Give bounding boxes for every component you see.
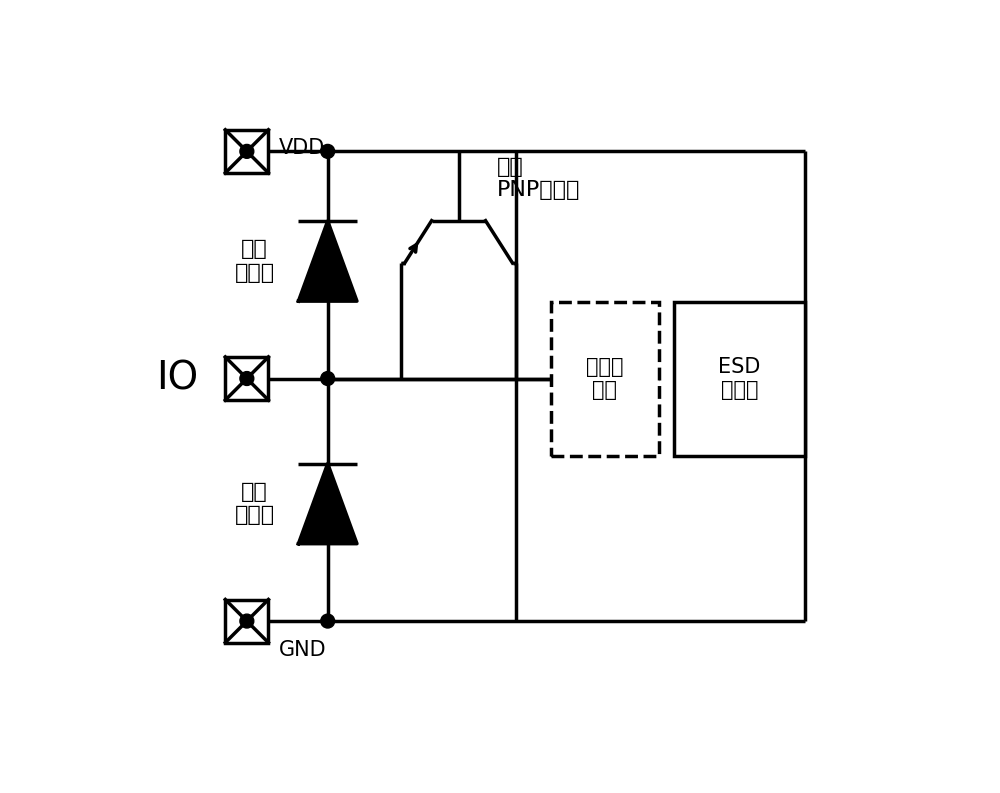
Bar (674, 301, 805, 455)
Polygon shape (298, 464, 357, 544)
Text: IO: IO (156, 359, 199, 397)
Circle shape (321, 144, 335, 159)
Circle shape (321, 614, 335, 628)
Text: 高端
二极管: 高端 二极管 (234, 239, 275, 282)
Circle shape (321, 372, 335, 385)
Bar (225, 600, 268, 642)
Bar (225, 357, 268, 400)
Bar (551, 301, 659, 455)
Bar (225, 130, 268, 173)
Circle shape (240, 614, 254, 628)
Text: ESD
主通路: ESD 主通路 (718, 357, 761, 400)
Polygon shape (298, 221, 357, 301)
Text: GND: GND (279, 640, 327, 661)
Text: 待保护
电路: 待保护 电路 (586, 357, 624, 400)
Text: VDD: VDD (279, 137, 325, 158)
Circle shape (240, 144, 254, 159)
Text: 寄生
PNP三极管: 寄生 PNP三极管 (497, 157, 580, 200)
Text: 低端
二极管: 低端 二极管 (234, 482, 275, 525)
Circle shape (240, 372, 254, 385)
